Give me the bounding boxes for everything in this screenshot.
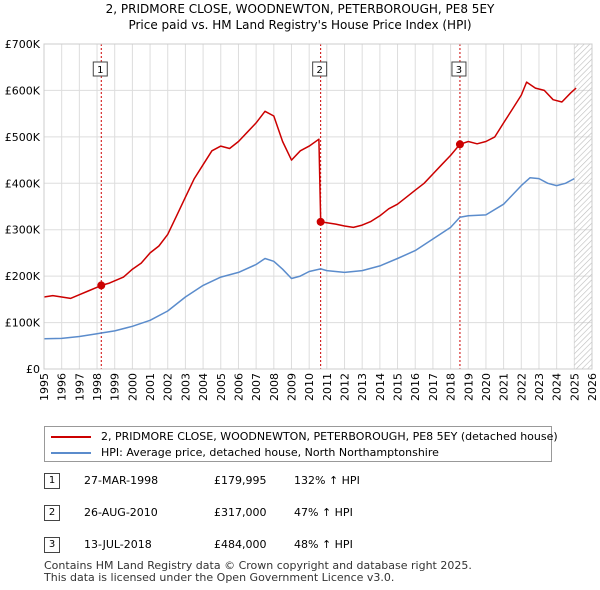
sale-label-text: 1 bbox=[97, 65, 103, 76]
transaction-price: £179,995 bbox=[214, 474, 267, 487]
x-tick-label: 1998 bbox=[91, 373, 104, 401]
x-tick-label: 2003 bbox=[179, 373, 192, 401]
chart-grid bbox=[43, 43, 593, 370]
sale-markers: 1 2 3 bbox=[92, 61, 467, 290]
price-chart: 1 2 3 £0 £100K £200K £300K £400K £500K £600K £700… bbox=[5, 38, 599, 401]
x-tick-label: 2020 bbox=[480, 373, 493, 401]
chart-axes: £0 £100K £200K £300K £400K £500K £600K £700K 199… bbox=[5, 38, 599, 401]
x-tick-label: 2008 bbox=[268, 373, 281, 401]
y-tick-label: £100K bbox=[5, 317, 41, 330]
x-tick-label: 2026 bbox=[586, 373, 599, 401]
transaction-number: 2 bbox=[44, 505, 60, 521]
y-tick-label: £400K bbox=[5, 177, 41, 190]
x-tick-label: 2024 bbox=[551, 373, 564, 401]
sale-label-box bbox=[312, 61, 328, 77]
sale-label-box bbox=[451, 61, 467, 77]
legend-item-property: 2, PRIDMORE CLOSE, WOODNEWTON, PETERBORO… bbox=[51, 430, 558, 444]
sale-point bbox=[455, 140, 464, 149]
plot-frame bbox=[43, 43, 593, 370]
chart-subtitle: Price paid vs. HM Land Registry's House … bbox=[128, 18, 472, 32]
y-tick-label: £0 bbox=[26, 363, 40, 376]
transaction-number: 1 bbox=[44, 473, 60, 489]
legend-label-property: 2, PRIDMORE CLOSE, WOODNEWTON, PETERBORO… bbox=[101, 430, 558, 443]
sale-label-text: 2 bbox=[316, 65, 322, 76]
hpi-line bbox=[43, 176, 575, 340]
transaction-date: 13-JUL-2018 bbox=[84, 538, 152, 551]
y-tick-label: £200K bbox=[5, 270, 41, 283]
legend-swatch-hpi bbox=[51, 452, 91, 454]
x-tick-label: 2004 bbox=[197, 373, 210, 401]
x-tick-label: 1995 bbox=[38, 373, 51, 401]
x-tick-label: 2022 bbox=[515, 373, 528, 401]
legend-item-hpi: HPI: Average price, detached house, Nort… bbox=[51, 446, 439, 460]
sale-point bbox=[316, 217, 325, 226]
y-tick-label: £700K bbox=[5, 38, 41, 51]
y-tick-label: £300K bbox=[5, 224, 41, 237]
x-tick-label: 2000 bbox=[126, 373, 139, 401]
transaction-price: £484,000 bbox=[214, 538, 267, 551]
y-tick-label: £600K bbox=[5, 84, 41, 97]
sale-label-text: 3 bbox=[456, 65, 462, 76]
property-price-line bbox=[43, 81, 577, 300]
transaction-hpi: 48% ↑ HPI bbox=[294, 538, 353, 551]
x-tick-label: 1996 bbox=[56, 373, 69, 401]
x-tick-label: 2014 bbox=[374, 373, 387, 401]
chart-legend: 2, PRIDMORE CLOSE, WOODNEWTON, PETERBORO… bbox=[44, 426, 558, 462]
x-tick-label: 2016 bbox=[409, 373, 422, 401]
x-tick-label: 1997 bbox=[73, 373, 86, 401]
x-tick-label: 2007 bbox=[250, 373, 263, 401]
transaction-hpi: 47% ↑ HPI bbox=[294, 506, 353, 519]
chart-title-address: 2, PRIDMORE CLOSE, WOODNEWTON, PETERBORO… bbox=[105, 2, 495, 16]
x-tick-label: 2002 bbox=[162, 373, 175, 401]
x-tick-label: 1999 bbox=[109, 373, 122, 401]
sale-point bbox=[97, 281, 106, 290]
transaction-price: £317,000 bbox=[214, 506, 267, 519]
x-tick-label: 2023 bbox=[533, 373, 546, 401]
attribution-footer: Contains HM Land Registry data © Crown c… bbox=[44, 560, 472, 584]
x-tick-label: 2010 bbox=[303, 373, 316, 401]
legend-swatch-property bbox=[51, 436, 91, 438]
x-tick-label: 2021 bbox=[498, 373, 511, 401]
sale-label-box bbox=[92, 61, 108, 77]
x-tick-label: 2015 bbox=[392, 373, 405, 401]
transaction-number: 3 bbox=[44, 537, 60, 553]
x-tick-label: 2001 bbox=[144, 373, 157, 401]
transaction-date: 27-MAR-1998 bbox=[84, 474, 159, 487]
x-tick-label: 2025 bbox=[568, 373, 581, 401]
x-tick-label: 2017 bbox=[427, 373, 440, 401]
x-tick-label: 2005 bbox=[215, 373, 228, 401]
y-tick-label: £500K bbox=[5, 131, 41, 144]
attribution-line-1: Contains HM Land Registry data © Crown c… bbox=[44, 559, 472, 572]
table-row: 3 13-JUL-2018 £484,000 48% ↑ HPI bbox=[44, 536, 564, 554]
forecast-hatch bbox=[574, 44, 592, 369]
x-tick-label: 2013 bbox=[356, 373, 369, 401]
transaction-hpi: 132% ↑ HPI bbox=[294, 474, 360, 487]
table-row: 1 27-MAR-1998 £179,995 132% ↑ HPI bbox=[44, 472, 564, 490]
transaction-date: 26-AUG-2010 bbox=[84, 506, 158, 519]
attribution-line-2: This data is licensed under the Open Gov… bbox=[44, 571, 395, 584]
x-tick-label: 2011 bbox=[321, 373, 334, 401]
x-tick-label: 2019 bbox=[462, 373, 475, 401]
x-tick-label: 2009 bbox=[285, 373, 298, 401]
x-tick-label: 2012 bbox=[339, 373, 352, 401]
x-tick-label: 2006 bbox=[232, 373, 245, 401]
x-tick-label: 2018 bbox=[445, 373, 458, 401]
table-row: 2 26-AUG-2010 £317,000 47% ↑ HPI bbox=[44, 504, 564, 522]
sale-marker-lines bbox=[100, 44, 461, 369]
chart-series bbox=[43, 81, 577, 340]
forecast-hatch-area bbox=[574, 44, 592, 369]
legend-label-hpi: HPI: Average price, detached house, Nort… bbox=[101, 446, 439, 459]
